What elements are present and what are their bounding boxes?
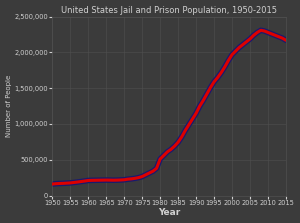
Y-axis label: Number of People: Number of People xyxy=(6,75,12,137)
X-axis label: Year: Year xyxy=(158,209,180,217)
Title: United States Jail and Prison Population, 1950-2015: United States Jail and Prison Population… xyxy=(61,6,277,14)
